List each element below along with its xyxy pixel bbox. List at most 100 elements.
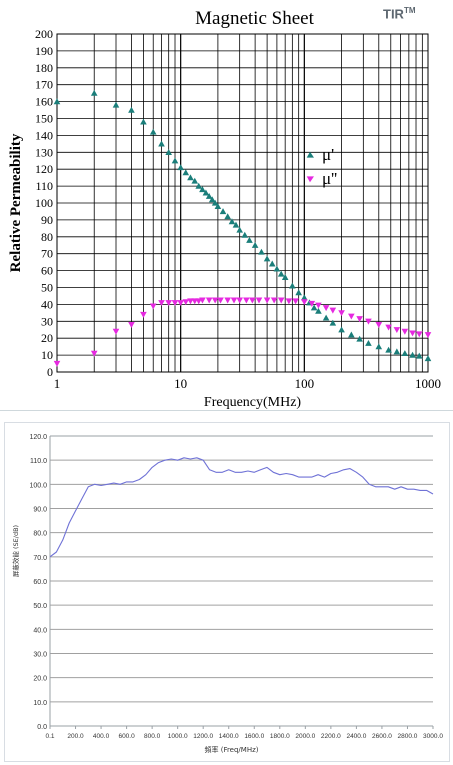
data-point-mu-prime [365, 339, 372, 346]
data-point-mu-double-prime [285, 298, 293, 305]
data-point-mu-prime [348, 331, 355, 338]
y-tick-label: 180 [35, 61, 53, 75]
data-point-mu-prime [191, 177, 199, 184]
data-point-mu-double-prime [415, 331, 423, 338]
data-point-mu-prime [205, 192, 213, 199]
legend-label: μ'' [322, 169, 337, 188]
y-tick-label: 190 [35, 44, 53, 58]
chart-title: Magnetic Sheet [195, 8, 314, 29]
data-point-mu-double-prime [270, 297, 278, 304]
y-tick-label: 120.0 [29, 434, 47, 441]
data-point-mu-double-prime [401, 328, 409, 335]
y-tick-label: 10.0 [33, 700, 47, 707]
data-point-mu-prime [202, 189, 210, 196]
data-point-mu-prime [165, 149, 172, 155]
data-point-mu-prime [232, 221, 240, 228]
y-tick-label: 100 [35, 196, 53, 210]
data-point-mu-prime [149, 128, 157, 135]
brand-text: TIR [383, 6, 404, 22]
x-tick-label: 1200.0 [193, 733, 213, 740]
y-tick-label: 110.0 [30, 458, 47, 465]
data-point-mu-double-prime [277, 297, 285, 304]
y-tick-label: 170 [35, 78, 53, 92]
data-point-mu-prime [140, 118, 147, 125]
data-point-mu-double-prime [385, 324, 392, 331]
data-point-mu-double-prime [249, 297, 256, 304]
x-tick-label: 2200.0 [321, 733, 341, 740]
y-tick-label: 130 [35, 145, 53, 159]
data-point-mu-double-prime [255, 297, 263, 304]
data-point-mu-double-prime [348, 313, 355, 320]
data-point-mu-prime [268, 260, 276, 267]
y-tick-label: 20.0 [33, 676, 47, 683]
data-point-mu-prime [228, 218, 236, 225]
x-axis-label: 頻率 (Freq/MHz) [204, 745, 258, 754]
x-tick-label: 2000.0 [295, 733, 315, 740]
y-tick-label: 40 [41, 297, 53, 311]
data-point-mu-double-prime [217, 297, 224, 304]
data-point-mu-double-prime [90, 350, 98, 357]
x-tick-label: 0.1 [45, 733, 54, 740]
y-tick-label: 80.0 [33, 531, 47, 538]
y-tick-label: 40.0 [33, 627, 47, 634]
data-point-mu-double-prime [211, 297, 219, 304]
data-point-mu-double-prime [338, 310, 345, 317]
data-point-mu-prime [301, 294, 308, 301]
y-tick-label: 110 [35, 179, 53, 193]
data-point-mu-prime [53, 98, 61, 105]
x-tick-label: 2400.0 [346, 733, 366, 740]
data-point-mu-double-prime [195, 298, 203, 305]
data-point-mu-prime [415, 352, 423, 359]
x-tick-label: 1000 [415, 376, 441, 391]
data-point-mu-double-prime [356, 316, 363, 323]
y-tick-label: 20 [41, 331, 53, 345]
data-point-mu-double-prime [365, 318, 372, 325]
y-tick-label: 150 [35, 112, 53, 126]
x-tick-label: 100 [295, 376, 315, 391]
data-point-mu-prime [375, 343, 383, 350]
data-point-mu-prime [224, 213, 231, 220]
data-point-mu-double-prime [140, 311, 147, 318]
data-point-mu-prime [214, 203, 222, 210]
x-tick-label: 2600.0 [372, 733, 392, 740]
data-point-mu-prime [281, 274, 289, 280]
x-tick-label: 1800.0 [270, 733, 290, 740]
data-point-mu-double-prime [112, 328, 120, 335]
data-point-mu-prime [277, 270, 285, 277]
brand-trademark: TM [403, 6, 416, 15]
data-point-mu-double-prime [322, 305, 330, 312]
legend-marker [306, 176, 314, 183]
x-tick-label: 10 [174, 376, 187, 391]
y-tick-label: 70.0 [33, 555, 47, 562]
data-point-mu-double-prime [53, 360, 61, 367]
data-point-mu-prime [338, 326, 345, 333]
data-point-mu-prime [329, 319, 337, 326]
y-tick-label: 90.0 [33, 507, 47, 514]
magnetic-sheet-chart-panel: 0 10 20 30 40 50 60 70 80 90 100 110 120 130 140 150 160… [0, 6, 453, 411]
data-point-mu-prime [401, 350, 409, 357]
data-point-mu-prime [273, 265, 281, 272]
data-point-mu-double-prime [236, 297, 243, 304]
y-tick-label: 30.0 [33, 652, 47, 659]
y-tick-label: 80 [41, 230, 53, 244]
data-point-mu-prime [289, 282, 296, 289]
data-point-mu-double-prime [205, 297, 213, 304]
data-point-mu-double-prime [315, 302, 322, 309]
data-point-mu-prime [208, 196, 216, 203]
data-point-mu-prime [187, 174, 194, 181]
x-tick-label: 3000.0 [423, 733, 443, 740]
y-axis-label: 屏蔽效能 (SE/dB) [11, 525, 20, 577]
data-point-mu-prime [385, 346, 392, 353]
data-point-mu-prime [241, 231, 249, 238]
data-point-mu-prime [158, 140, 165, 147]
x-tick-label: 1600.0 [244, 733, 264, 740]
x-tick-label: 1000.0 [168, 733, 188, 740]
data-point-mu-prime [171, 157, 179, 164]
shielding-effectiveness-chart: 0.0 10.0 20.0 30.0 40.0 50.0 60.0 70.0 80.0 90.0 1… [11, 434, 443, 754]
x-tick-label: 600.0 [118, 733, 135, 740]
data-point-mu-double-prime [199, 297, 206, 304]
x-tick-label: 400.0 [93, 733, 110, 740]
data-point-mu-prime [236, 226, 243, 233]
shielding-series-line [49, 457, 434, 558]
data-point-mu-double-prime [393, 327, 401, 334]
